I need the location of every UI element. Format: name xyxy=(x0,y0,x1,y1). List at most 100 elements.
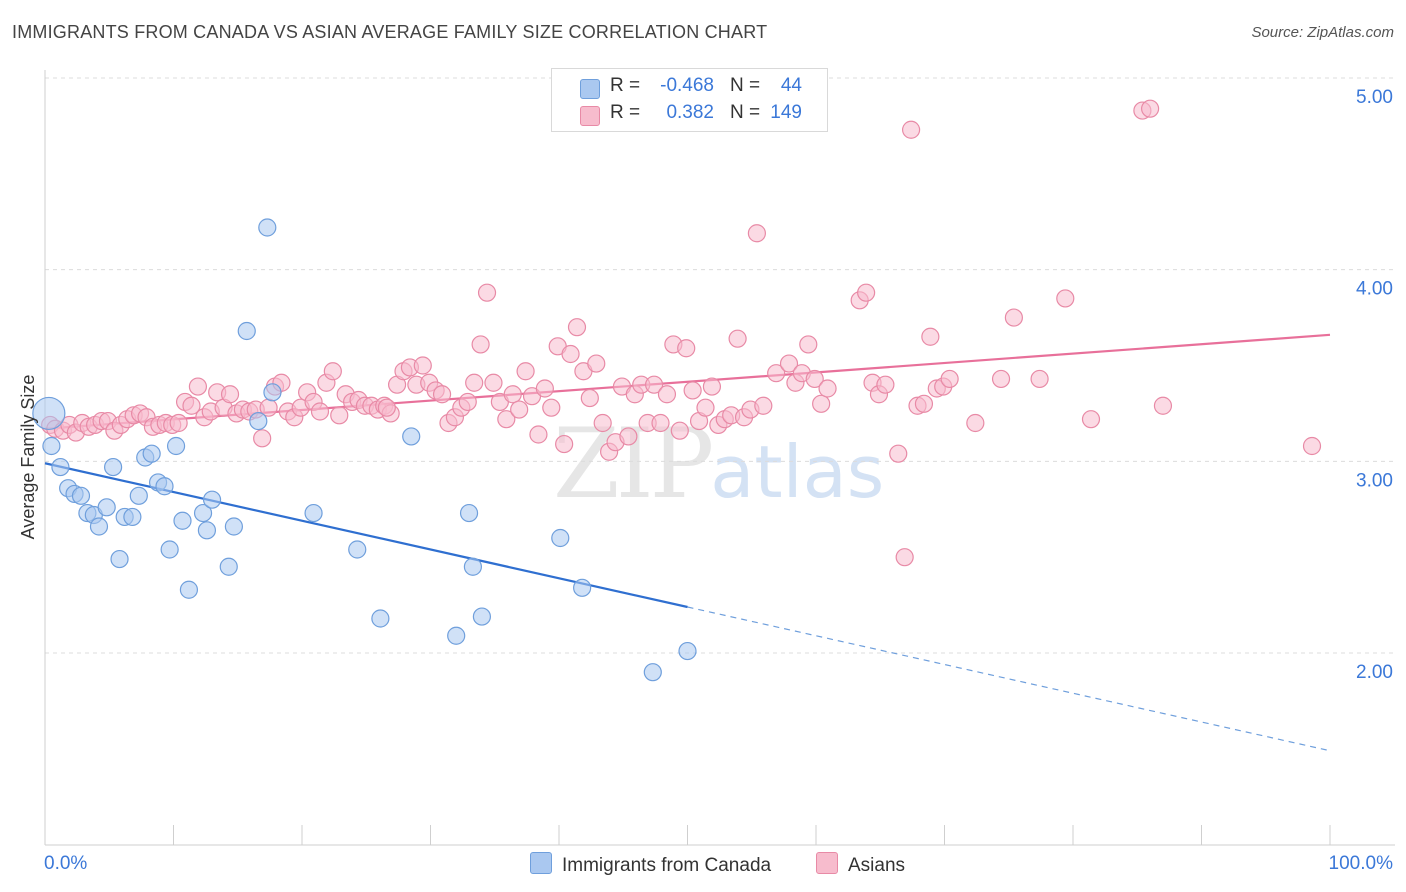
point-canada xyxy=(32,396,66,431)
point-asians xyxy=(747,224,766,243)
legend-n-value: 149 xyxy=(770,102,802,123)
point-asians xyxy=(799,335,818,354)
point-asians xyxy=(779,354,799,373)
point-asians xyxy=(253,429,272,448)
y-axis-label: Average Family Size xyxy=(18,375,38,540)
point-asians xyxy=(889,444,908,463)
bottom-legend-canada: Immigrants from Canada xyxy=(530,852,771,877)
point-asians xyxy=(593,413,612,433)
point-asians xyxy=(657,385,677,404)
point-canada xyxy=(179,580,199,599)
point-canada xyxy=(678,641,697,661)
point-asians xyxy=(901,120,921,139)
point-asians xyxy=(529,425,548,444)
bottom-legend-label-canada: Immigrants from Canada xyxy=(562,855,772,876)
legend-r-value: 0.382 xyxy=(666,102,714,123)
point-asians xyxy=(330,406,349,425)
legend-swatch-canada xyxy=(580,79,600,99)
point-canada xyxy=(51,457,70,477)
point-asians xyxy=(702,377,722,396)
point-canada xyxy=(155,477,174,496)
point-canada xyxy=(89,517,109,536)
axis-labels: 2.00 3.00 4.00 5.00 0.0% 100.0% Average Family… xyxy=(18,87,1393,874)
point-asians xyxy=(580,388,599,408)
source-label: Source: ZipAtlas.com xyxy=(1251,24,1394,41)
bottom-legend-label-asians: Asians xyxy=(848,855,906,876)
point-canada xyxy=(237,321,256,341)
point-asians xyxy=(510,400,529,419)
trend-line-canada xyxy=(44,462,688,609)
point-asians xyxy=(169,413,188,433)
point-canada xyxy=(129,486,148,505)
point-canada xyxy=(459,503,479,523)
point-canada xyxy=(160,540,179,559)
point-asians xyxy=(1056,289,1075,308)
point-canada xyxy=(224,517,243,536)
point-canada xyxy=(304,503,323,523)
point-asians xyxy=(677,339,696,358)
point-asians xyxy=(432,385,452,404)
legend-r-value: -0.468 xyxy=(660,75,714,96)
legend-r-label: R = xyxy=(610,75,641,96)
point-canada xyxy=(104,457,123,477)
point-asians xyxy=(535,379,554,398)
watermark-atlas: atlas xyxy=(710,430,885,514)
point-asians xyxy=(458,392,477,412)
legend-n-label: N = xyxy=(730,102,761,123)
point-canada xyxy=(402,427,421,446)
point-asians xyxy=(542,398,561,417)
point-canada xyxy=(166,436,186,456)
point-canada xyxy=(193,503,213,523)
point-asians xyxy=(818,379,837,398)
point-asians xyxy=(413,356,432,375)
point-canada xyxy=(219,557,238,576)
point-asians xyxy=(1153,396,1173,415)
point-canada xyxy=(71,486,91,505)
point-canada xyxy=(643,663,662,682)
point-canada xyxy=(173,511,192,530)
point-asians xyxy=(767,364,786,383)
point-asians xyxy=(555,434,574,454)
point-asians xyxy=(857,283,876,302)
point-canada xyxy=(348,540,367,559)
point-asians xyxy=(670,421,689,440)
chart-title: IMMIGRANTS FROM CANADA VS ASIAN AVERAGE … xyxy=(12,22,768,42)
point-canada xyxy=(447,626,466,645)
point-asians xyxy=(188,377,208,396)
point-canada xyxy=(123,507,142,527)
point-asians xyxy=(516,362,535,381)
bottom-legend-asians: Asians xyxy=(816,852,905,877)
point-asians xyxy=(876,375,895,394)
point-asians xyxy=(1030,369,1049,389)
point-asians xyxy=(644,375,664,394)
point-canada xyxy=(371,609,390,628)
point-asians xyxy=(567,318,587,337)
point-asians xyxy=(895,548,914,567)
point-asians xyxy=(619,427,638,446)
y-tick-label: 5.00 xyxy=(1356,87,1393,108)
point-asians xyxy=(484,373,503,392)
point-asians xyxy=(940,369,959,389)
point-canada xyxy=(249,411,268,431)
y-tick-label: 3.00 xyxy=(1356,470,1393,491)
point-asians xyxy=(220,385,240,404)
point-canada xyxy=(551,528,570,548)
point-asians xyxy=(497,410,516,429)
y-tick-label: 2.00 xyxy=(1356,662,1393,683)
legend-swatch-asians xyxy=(580,106,600,126)
point-asians xyxy=(1081,410,1101,429)
point-asians xyxy=(966,413,985,433)
y-tick-label: 4.00 xyxy=(1356,279,1393,300)
point-asians xyxy=(503,385,522,404)
point-asians xyxy=(991,369,1011,389)
point-asians xyxy=(323,362,342,381)
point-asians xyxy=(1004,308,1023,327)
point-asians xyxy=(728,329,747,348)
axes xyxy=(44,70,1395,846)
bottom-legend-swatch-asians xyxy=(816,852,838,874)
trend-line-canada-extension xyxy=(687,606,1331,752)
point-asians xyxy=(587,354,606,373)
point-canada xyxy=(258,218,277,237)
point-asians xyxy=(182,396,201,415)
